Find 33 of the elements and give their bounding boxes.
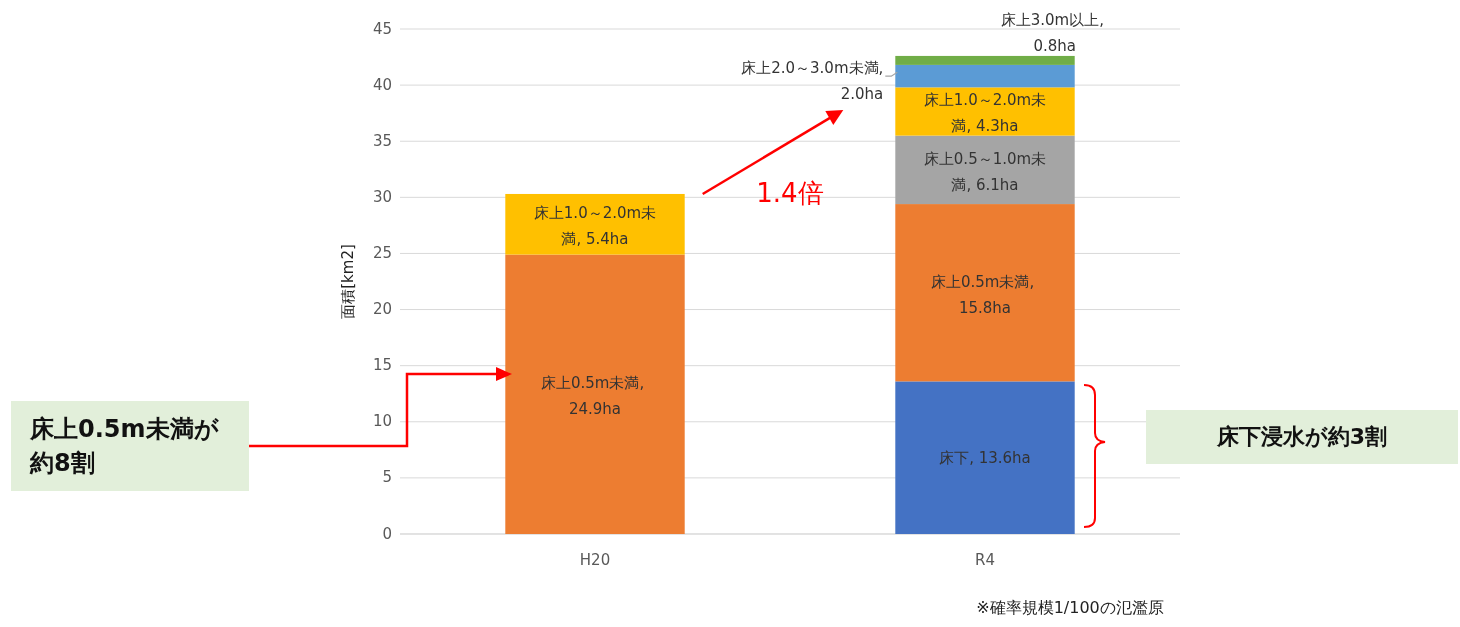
- y-tick-label: 20: [372, 300, 392, 319]
- bar: [895, 381, 1075, 534]
- bar: [895, 87, 1075, 136]
- data-label: 床上1.0～2.0m未満, 5.4ha: [533, 203, 657, 248]
- y-tick-label: 5: [382, 468, 392, 487]
- y-tick-label: 10: [372, 412, 392, 431]
- y-tick-label: 30: [372, 187, 392, 206]
- y-tick-label: 40: [372, 75, 392, 94]
- bar: [505, 193, 685, 255]
- y-tick-label: 35: [372, 131, 392, 150]
- y-axis-title: 面積[km2]: [338, 244, 357, 319]
- data-label: 床上1.0～2.0m未満, 4.3ha: [923, 90, 1047, 135]
- text: ※確率規模1/100の氾濫原: [976, 597, 1164, 617]
- data-label: 床上0.5m未満, 15.8ha: [930, 272, 1040, 317]
- y-tick-label: 45: [372, 19, 392, 38]
- bar: [895, 64, 1075, 88]
- bar: [895, 204, 1075, 382]
- data-label: 床下, 13.6ha: [939, 448, 1031, 467]
- bar: [895, 55, 1075, 65]
- annotation: 1.4倍: [756, 177, 824, 208]
- data-label: 床上3.0m以上, 0.8ha: [1000, 10, 1109, 55]
- bar: [895, 135, 1075, 205]
- y-tick-label: 0: [382, 524, 392, 543]
- text: 床下浸水が約3割: [1215, 424, 1388, 449]
- y-tick-label: 15: [372, 356, 392, 375]
- bar: [505, 254, 685, 534]
- text: 床上0.5m未満が約8割: [29, 415, 219, 477]
- y-tick-label: 25: [372, 243, 392, 262]
- x-tick-label: R4: [975, 550, 995, 569]
- data-label: 床上0.5～1.0m未満, 6.1ha: [923, 149, 1047, 194]
- x-tick-label: H20: [579, 550, 611, 569]
- data-label: 床上2.0～3.0m未満, 2.0ha: [741, 58, 884, 103]
- data-label: 床上0.5m未満, 24.9ha: [540, 373, 650, 418]
